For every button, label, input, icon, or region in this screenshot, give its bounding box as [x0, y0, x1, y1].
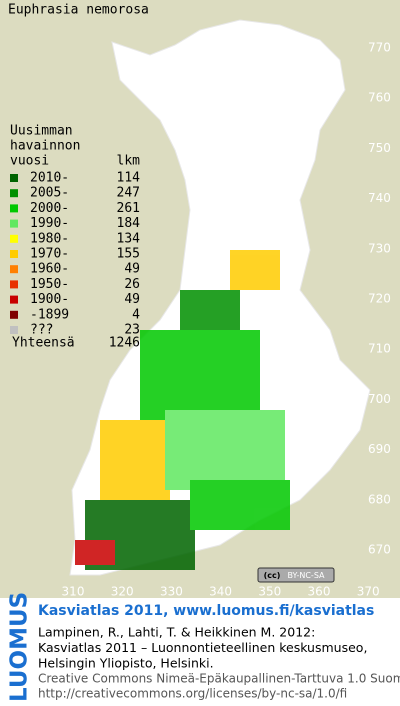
legend-count: 49 [124, 262, 140, 277]
y-grid-label: 670 [368, 543, 391, 557]
legend-swatch [10, 234, 18, 243]
citation-line: Kasviatlas 2011 – Luonnontieteellinen ke… [38, 640, 367, 655]
x-grid-label: 370 [357, 585, 380, 599]
legend-swatch [10, 219, 18, 228]
legend-count: 23 [124, 323, 140, 338]
legend-swatch [10, 250, 18, 258]
legend-heading: havainnon [10, 139, 80, 154]
x-grid-label: 330 [160, 585, 183, 599]
svg-text:(cc): (cc) [264, 571, 281, 580]
x-grid-label: 360 [308, 585, 331, 599]
legend-swatch [10, 189, 18, 198]
legend-swatch [10, 295, 18, 304]
legend-swatch [10, 280, 18, 289]
y-grid-label: 680 [368, 492, 391, 506]
legend-count: 134 [117, 231, 141, 246]
legend-label: 1960- [30, 262, 69, 277]
legend-label: ??? [30, 323, 53, 338]
legend-label: 1980- [30, 231, 69, 246]
y-grid-label: 700 [368, 392, 391, 406]
footer-background [0, 598, 400, 702]
license-badge-text: BY-NC-SA [287, 571, 325, 580]
legend-label: 1900- [30, 292, 69, 307]
license-line: Creative Commons Nimeä-Epäkaupallinen-Ta… [38, 672, 400, 686]
legend-count: 261 [117, 201, 140, 216]
legend-label: -1899 [30, 307, 69, 322]
legend-column: lkm [117, 154, 141, 169]
legend-label: 1970- [30, 247, 69, 262]
x-grid-label: 320 [111, 585, 134, 599]
legend-count: 247 [117, 186, 140, 201]
logo: LUOMUS [7, 592, 33, 702]
y-grid-label: 760 [368, 91, 391, 105]
atlas-link[interactable]: Kasviatlas 2011, www.luomus.fi/kasviatla… [38, 603, 374, 619]
legend-swatch [10, 326, 18, 334]
license-line: http://creativecommons.org/licenses/by-n… [38, 687, 347, 701]
legend-label: 2000- [30, 201, 69, 216]
legend-label: 2010- [30, 171, 69, 186]
y-grid-label: 710 [368, 342, 391, 356]
y-grid-label: 690 [368, 442, 391, 456]
x-grid-label: 340 [209, 585, 232, 599]
x-grid-label: 310 [62, 585, 85, 599]
map-title: Euphrasia nemorosa [8, 3, 149, 18]
license-badge: (cc) BY-NC-SA [257, 567, 335, 583]
legend-count: 4 [132, 307, 140, 322]
legend-heading: Uusimman [10, 124, 73, 139]
legend-label: 1950- [30, 277, 69, 292]
y-grid-label: 730 [368, 241, 391, 255]
occurrence-pattern [75, 250, 290, 570]
legend-swatch [10, 204, 18, 213]
legend-column: vuosi [10, 154, 49, 169]
legend-total: 1246 [109, 336, 140, 351]
legend-label: 1990- [30, 216, 69, 231]
y-grid-label: 740 [368, 191, 391, 205]
legend-count: 26 [124, 277, 140, 292]
y-grid-label: 720 [368, 292, 391, 306]
legend-swatch [10, 310, 18, 319]
legend-count: 184 [117, 216, 141, 231]
legend-swatch [10, 265, 18, 274]
y-grid-label: 750 [368, 141, 391, 155]
legend-swatch [10, 174, 18, 182]
legend-count: 114 [117, 171, 141, 186]
citation-line: Helsingin Yliopisto, Helsinki. [38, 656, 214, 671]
citation-line: Lampinen, R., Lahti, T. & Heikkinen M. 2… [38, 625, 315, 640]
y-grid-label: 770 [368, 41, 391, 55]
legend-count: 49 [124, 292, 140, 307]
legend-total-label: Yhteensä [12, 336, 75, 351]
x-grid-label: 350 [258, 585, 281, 599]
legend-label: 2005- [30, 186, 69, 201]
legend-count: 155 [117, 247, 140, 262]
